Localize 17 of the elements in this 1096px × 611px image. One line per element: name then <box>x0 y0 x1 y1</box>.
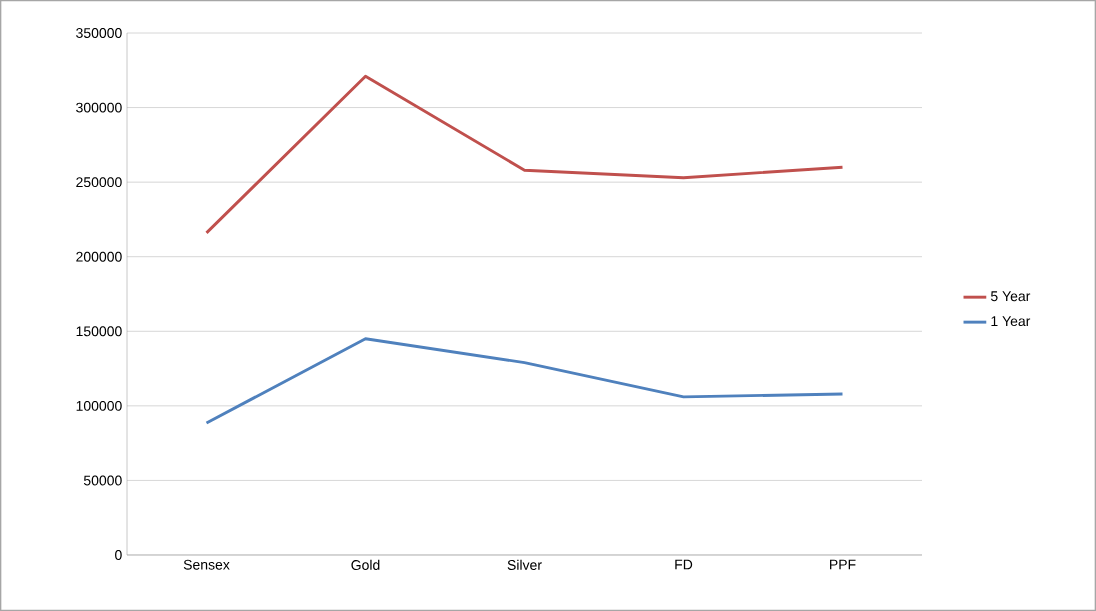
legend-label: 5 Year <box>990 291 1031 302</box>
line-series <box>205 337 844 425</box>
y-tick-label: 350000 <box>76 28 122 38</box>
x-tick-label: Sensex <box>183 559 230 570</box>
legend-label: 1 Year <box>991 316 1031 327</box>
y-tick-label: 50000 <box>83 475 122 486</box>
y-tick-label: 250000 <box>76 177 122 188</box>
line-series <box>205 74 844 235</box>
y-tick-label: 150000 <box>76 326 122 337</box>
x-tick-label: PPF <box>830 559 856 570</box>
y-tick-label: 0 <box>115 550 122 560</box>
x-tick-label: Gold <box>351 559 380 570</box>
x-tick-label: FD <box>675 559 693 570</box>
y-tick-label: 300000 <box>76 102 122 113</box>
y-tick-label: 100000 <box>76 400 122 411</box>
y-tick-label: 200000 <box>76 251 122 262</box>
x-tick-label: Silver <box>507 559 542 570</box>
